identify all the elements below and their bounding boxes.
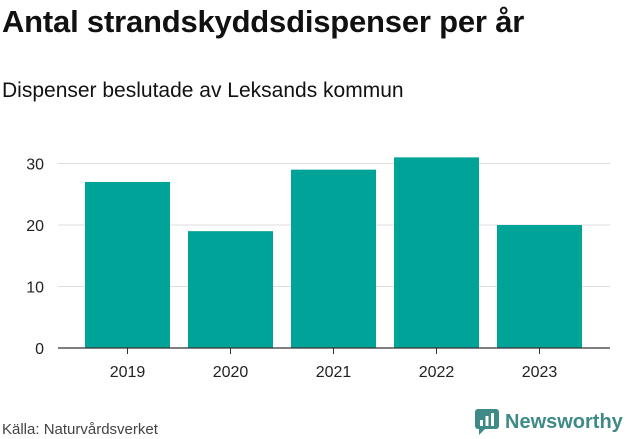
bar-2021 [291,169,376,348]
bar-2022 [394,157,479,348]
bar-2019 [85,181,170,348]
x-tick-label-2019: 2019 [110,364,146,381]
source-note: Källa: Naturvårdsverket [2,421,158,438]
newsworthy-logo-icon [475,409,499,435]
x-tick-label-2023: 2023 [522,364,558,381]
y-tick-label-30: 30 [26,157,44,174]
chart-title: Antal strandskyddsdispenser per år [2,4,525,39]
y-tick-label-10: 10 [26,280,44,297]
y-tick-label-0: 0 [35,341,44,358]
axis-layer [58,347,610,354]
bar-2023 [497,225,582,348]
bar-layer [85,157,582,348]
x-tick-label-2021: 2021 [316,364,352,381]
brand-logo: Newsworthy [475,407,623,437]
x-tick-label-2022: 2022 [419,364,455,381]
x-tick-label-2020: 2020 [213,364,249,381]
chart-subtitle: Dispenser beslutade av Leksands kommun [2,79,404,102]
y-tick-label-20: 20 [26,218,44,235]
bar-2020 [188,231,273,348]
bar-chart: 0 10 20 30 2019 2020 2021 2022 2023 [26,157,610,382]
label-layer: 0 10 20 30 2019 2020 2021 2022 2023 [26,157,557,382]
brand-name: Newsworthy [505,410,623,433]
